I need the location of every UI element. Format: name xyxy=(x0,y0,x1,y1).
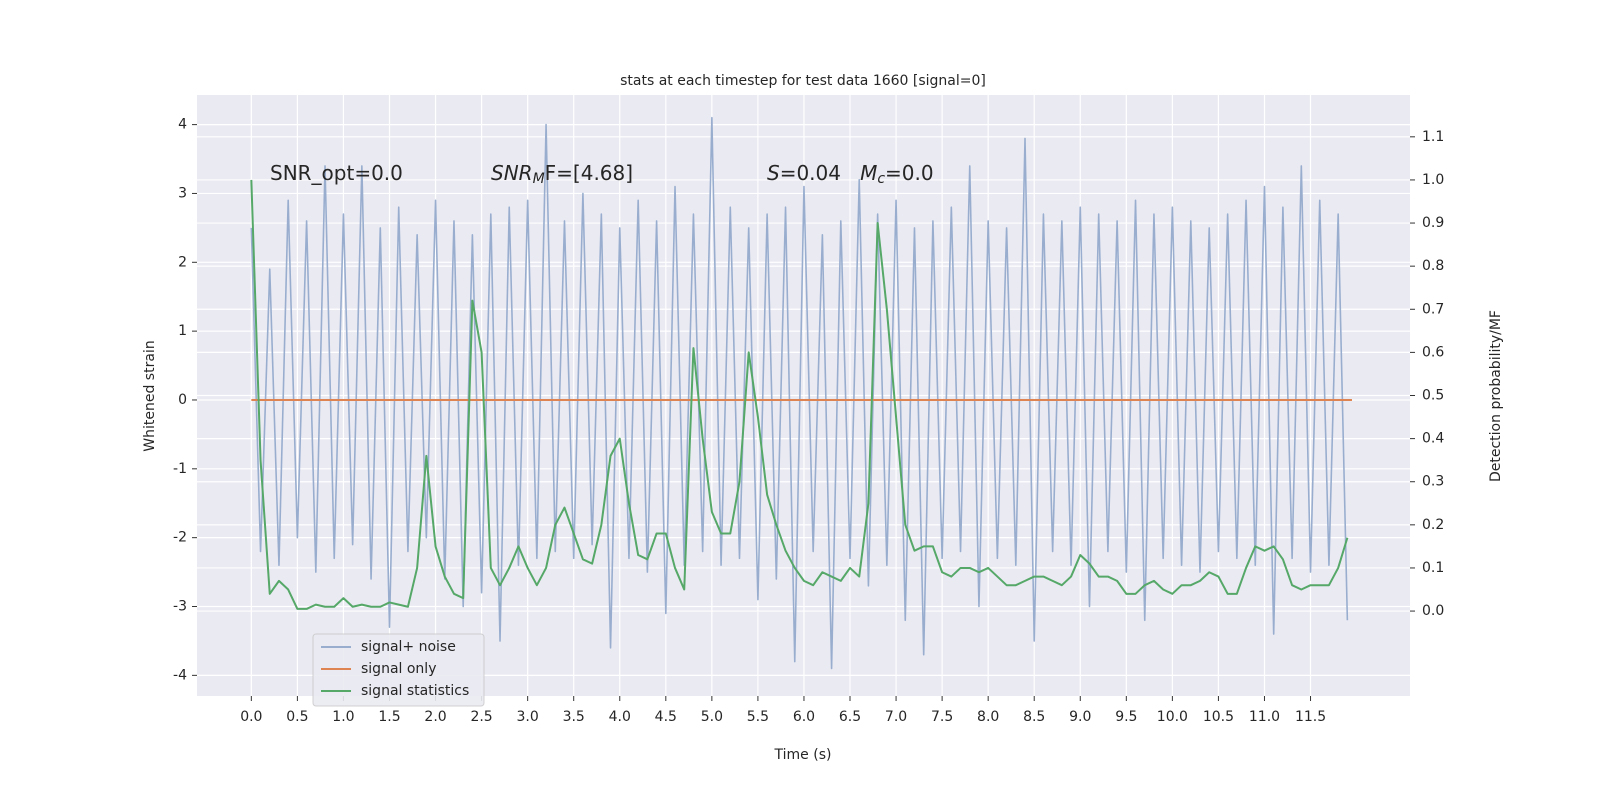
annotation-part: =0.0 xyxy=(885,161,934,185)
x-tick-label: 1.0 xyxy=(332,709,354,725)
y-tick-label: 3 xyxy=(178,185,187,201)
y-tick-label: -4 xyxy=(173,667,187,683)
annotation: SNR_opt=0.0 xyxy=(270,161,403,185)
annotation-part: F=[4.68] xyxy=(545,161,633,185)
series-line xyxy=(250,179,1349,610)
x-tick-label: 8.5 xyxy=(1023,709,1045,725)
annotation-part: =0.04 xyxy=(780,161,860,185)
annotation-part: M xyxy=(860,161,877,185)
annotation-part: M xyxy=(533,171,545,187)
x-tick-label: 6.0 xyxy=(793,709,815,725)
y2-tick-label: 0.3 xyxy=(1422,474,1444,490)
legend-label: signal only xyxy=(361,661,436,677)
annotation-part: c xyxy=(877,171,885,187)
y2-tick-label: 0.6 xyxy=(1422,344,1444,360)
x-tick-label: 6.5 xyxy=(839,709,861,725)
annotation: S=0.04 Mc=0.0 xyxy=(767,161,934,188)
y2-tick-label: 1.0 xyxy=(1422,172,1444,188)
y2-tick-label: 0.0 xyxy=(1422,603,1444,619)
y-tick-label: 4 xyxy=(178,117,187,133)
x-tick-label: 0.0 xyxy=(240,709,262,725)
y-tick-label: -1 xyxy=(173,461,187,477)
legend-label: signal+ noise xyxy=(361,639,456,655)
x-tick-label: 5.5 xyxy=(747,709,769,725)
x-tick-label: 11.5 xyxy=(1295,709,1326,725)
y2-tick-label: 0.8 xyxy=(1422,258,1444,274)
x-tick-label: 2.5 xyxy=(470,709,492,725)
y2-tick-label: 0.2 xyxy=(1422,517,1444,533)
x-tick-label: 9.0 xyxy=(1069,709,1091,725)
y-tick-label: 0 xyxy=(178,392,187,408)
annotation-part: SNR xyxy=(491,161,533,185)
x-tick-label: 4.0 xyxy=(609,709,631,725)
x-tick-label: 7.5 xyxy=(931,709,953,725)
x-axis-label: Time (s) xyxy=(774,747,832,763)
x-tick-label: 7.0 xyxy=(885,709,907,725)
x-tick-label: 2.0 xyxy=(424,709,446,725)
annotation-part: SNR_opt=0.0 xyxy=(270,161,403,185)
y2-tick-label: 0.5 xyxy=(1422,388,1444,404)
annotation: SNRMF=[4.68] xyxy=(491,161,633,188)
x-tick-label: 1.5 xyxy=(378,709,400,725)
legend-label: signal statistics xyxy=(361,683,469,699)
y2-tick-label: 0.1 xyxy=(1422,560,1444,576)
x-tick-label: 10.5 xyxy=(1203,709,1234,725)
chart-title: stats at each timestep for test data 166… xyxy=(620,73,986,89)
y2-tick-label: 0.7 xyxy=(1422,301,1444,317)
x-tick-label: 10.0 xyxy=(1157,709,1188,725)
legend-box xyxy=(312,633,485,707)
y-axis-label: Whitened strain xyxy=(142,340,158,451)
y2-tick-label: 1.1 xyxy=(1422,129,1444,145)
x-tick-label: 9.5 xyxy=(1115,709,1137,725)
series-line xyxy=(250,116,1349,670)
y2-tick-label: 0.4 xyxy=(1422,431,1444,447)
x-tick-label: 3.5 xyxy=(563,709,585,725)
x-tick-label: 5.0 xyxy=(701,709,723,725)
y-tick-label: -2 xyxy=(173,530,187,546)
x-tick-label: 4.5 xyxy=(655,709,677,725)
annotation-part: S xyxy=(767,161,780,185)
x-tick-label: 0.5 xyxy=(286,709,308,725)
y2-axis-label: Detection probability/MF xyxy=(1488,310,1504,482)
y2-tick-label: 0.9 xyxy=(1422,215,1444,231)
y-tick-label: 1 xyxy=(178,323,187,339)
y-tick-label: 2 xyxy=(178,254,187,270)
x-tick-label: 8.0 xyxy=(977,709,999,725)
y-tick-label: -3 xyxy=(173,599,187,615)
x-tick-label: 3.0 xyxy=(517,709,539,725)
x-tick-label: 11.0 xyxy=(1249,709,1280,725)
